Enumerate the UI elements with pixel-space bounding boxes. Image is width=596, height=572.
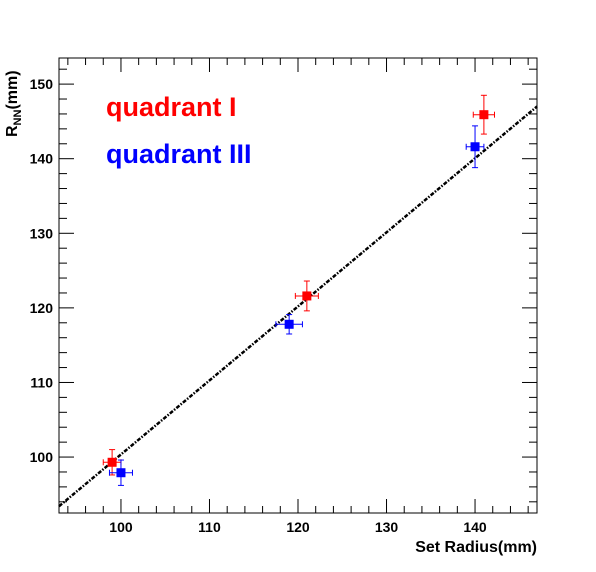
- data-point-group: [294, 280, 319, 312]
- data-point-group: [472, 94, 496, 135]
- tick-labels: 100 110 120 130 140 100 110 120 130 140 150: [30, 76, 487, 535]
- data-point-group: [108, 459, 133, 486]
- data-point-group: [465, 125, 485, 169]
- x-tick-label: 110: [198, 519, 221, 535]
- x-tick-label: 120: [286, 519, 310, 535]
- data-points: [102, 94, 496, 486]
- y-tick-label: 120: [30, 300, 54, 316]
- svg-text:RNN(mm): RNN(mm): [4, 70, 24, 137]
- y-tick-label: 130: [30, 225, 54, 241]
- y-axis-title-main: R: [4, 125, 21, 137]
- x-tick-label: 140: [463, 519, 487, 535]
- x-axis-title: Set Radius(mm): [415, 539, 537, 556]
- y-axis-title-unit: (mm): [4, 70, 21, 109]
- y-axis-title-sub: NN: [12, 109, 24, 125]
- y-tick-label: 100: [30, 449, 54, 465]
- data-point-group: [275, 314, 303, 335]
- x-tick-label: 100: [109, 519, 133, 535]
- data-point-marker: [470, 142, 480, 152]
- fit-line-group: [58, 105, 538, 508]
- data-point-marker: [107, 457, 117, 467]
- axis-ticks: [59, 58, 537, 513]
- y-tick-label: 110: [30, 374, 53, 390]
- legend-entry-quadrant-iii: quadrant III: [106, 139, 252, 169]
- y-axis-title: RNN(mm): [4, 70, 24, 137]
- data-point-marker: [284, 319, 294, 329]
- legend-entry-quadrant-i: quadrant I: [106, 92, 237, 122]
- y-tick-label: 150: [30, 76, 54, 92]
- y-tick-label: 140: [30, 151, 54, 167]
- fit-line: [58, 105, 538, 508]
- data-point-marker: [479, 110, 489, 120]
- data-point-marker: [302, 291, 312, 301]
- x-tick-label: 130: [375, 519, 399, 535]
- data-point-marker: [116, 468, 126, 478]
